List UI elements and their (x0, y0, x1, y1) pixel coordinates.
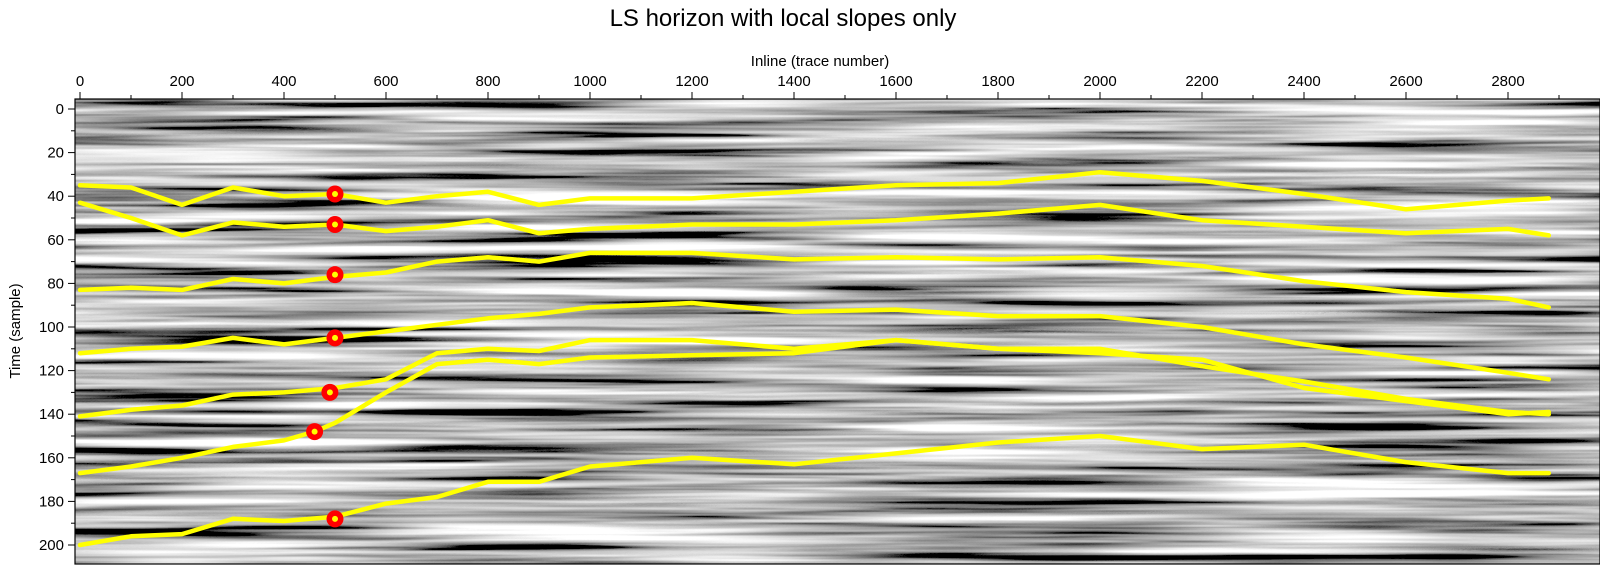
control-point-4 (326, 329, 344, 347)
y-tick-label: 180 (39, 493, 64, 510)
x-tick-label: 2600 (1389, 73, 1422, 90)
x-tick-label: 2400 (1287, 73, 1320, 90)
horizon-line-2 (77, 200, 1552, 238)
x-tick-label: 2800 (1491, 73, 1524, 90)
y-tick-label: 120 (39, 363, 64, 380)
plot-area (74, 98, 1600, 565)
horizon-lines (77, 169, 1552, 548)
y-tick-label: 200 (39, 537, 64, 554)
control-point-2 (326, 216, 344, 234)
chart-title: LS horizon with local slopes only (610, 5, 957, 32)
y-tick-label: 80 (47, 275, 64, 292)
control-point-center (332, 515, 338, 522)
horizon-line-7 (77, 433, 1552, 548)
control-point-7 (326, 510, 344, 528)
control-point-center (326, 389, 333, 396)
control-point-center (332, 271, 338, 278)
horizon-line-3 (77, 250, 1552, 310)
y-axis: 0 20 40 60 80 100 120 140 160 180 200 (39, 101, 75, 554)
x-tick-label: 600 (373, 73, 398, 90)
y-tick-label: 20 (47, 145, 64, 162)
seismic-section (75, 99, 1600, 564)
control-point-center (332, 221, 338, 228)
x-tick-label: 1200 (675, 73, 708, 90)
y-tick-label: 0 (56, 101, 64, 118)
control-point-1 (326, 185, 344, 203)
y-axis-label: Time (sample) (7, 283, 24, 378)
horizon-line-1 (77, 169, 1552, 212)
x-tick-label: 1400 (777, 73, 810, 90)
horizon-line-6 (77, 337, 1552, 476)
x-tick-label: 1600 (879, 73, 912, 90)
x-tick-label: 0 (76, 73, 84, 90)
x-axis-label: Inline (trace number) (751, 53, 889, 70)
plot-frame (74, 98, 1600, 565)
x-tick-label: 400 (271, 73, 296, 90)
x-tick-label: 1800 (981, 73, 1014, 90)
x-tick-label: 200 (169, 73, 194, 90)
x-tick-label: 1000 (573, 73, 606, 90)
y-tick-label: 40 (47, 188, 64, 205)
horizon-line-4 (77, 300, 1552, 382)
control-point-center (332, 191, 338, 198)
control-point-6 (306, 423, 324, 441)
control-point-3 (326, 266, 344, 284)
control-point-5 (321, 383, 339, 401)
y-tick-label: 140 (39, 406, 64, 423)
y-tick-label: 60 (47, 232, 64, 249)
x-tick-label: 2000 (1083, 73, 1116, 90)
y-tick-label: 160 (39, 450, 64, 467)
control-point-center (332, 334, 338, 341)
x-axis: 0 200 400 600 800 1000 1200 1400 1600 1800 2000 220… (76, 73, 1560, 99)
x-tick-label: 800 (475, 73, 500, 90)
control-point-center (311, 428, 318, 435)
x-tick-label: 2200 (1185, 73, 1218, 90)
control-points (306, 185, 344, 528)
y-tick-label: 100 (39, 319, 64, 336)
